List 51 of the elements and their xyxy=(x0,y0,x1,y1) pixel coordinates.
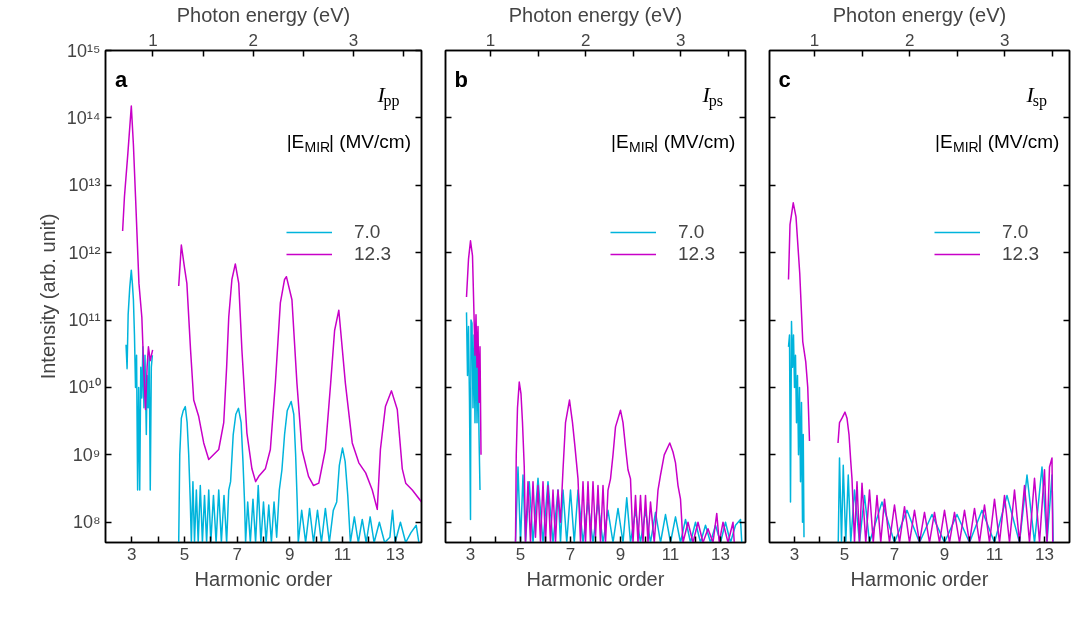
x-axis-title: Harmonic order xyxy=(194,567,333,590)
legend-label: 7.0 xyxy=(1002,221,1030,243)
x-tick-label: 7 xyxy=(565,544,576,564)
legend-label: 12.3 xyxy=(354,243,392,265)
x-tick-label: 11 xyxy=(985,544,1004,564)
x-tick-label: 9 xyxy=(939,544,950,564)
x-tick-label: 13 xyxy=(385,544,405,564)
x2-tick-label: 3 xyxy=(1000,30,1010,50)
x-tick-label: 3 xyxy=(465,544,476,564)
x-tick-label: 5 xyxy=(839,544,850,564)
x-tick-label: 11 xyxy=(333,544,352,564)
x2-axis-title: Photon energy (eV) xyxy=(176,3,351,26)
annotation: b xyxy=(454,67,468,93)
x2-tick-label: 2 xyxy=(580,30,591,50)
x2-axis-title: Photon energy (eV) xyxy=(508,3,683,26)
x2-tick-label: 2 xyxy=(248,30,258,50)
x2-tick-label: 3 xyxy=(348,30,359,50)
x2-tick-label: 3 xyxy=(676,30,686,50)
x-tick-label: 3 xyxy=(789,544,800,564)
x-tick-label: 7 xyxy=(232,544,242,564)
annotation: a xyxy=(114,67,128,93)
x2-tick-label: 2 xyxy=(904,30,915,50)
legend-label: 12.3 xyxy=(1002,243,1040,265)
y-tick-label: 10⁹ xyxy=(72,444,101,465)
y-tick-label: 10¹⁰ xyxy=(68,377,101,398)
x2-tick-label: 1 xyxy=(809,30,820,50)
y-tick-label: 10⁸ xyxy=(72,512,101,533)
y-tick-label: 10¹⁴ xyxy=(66,107,101,128)
legend-label: 7.0 xyxy=(678,221,706,243)
y-tick-label: 10¹³ xyxy=(68,175,101,196)
y-axis-title: Intensity (arb. unit) xyxy=(36,213,59,380)
x-tick-label: 5 xyxy=(515,544,526,564)
x2-tick-label: 1 xyxy=(485,30,496,50)
y-tick-label: 10¹² xyxy=(68,242,101,263)
x-tick-label: 3 xyxy=(127,544,137,564)
y-tick-label: 10¹⁵ xyxy=(67,40,101,61)
x-tick-label: 11 xyxy=(661,544,680,564)
annotation: c xyxy=(778,67,791,93)
x-tick-label: 9 xyxy=(615,544,626,564)
x-axis-title: Harmonic order xyxy=(526,567,665,590)
x-tick-label: 13 xyxy=(1035,544,1054,564)
y-tick-label: 10¹¹ xyxy=(68,310,101,331)
x-tick-label: 13 xyxy=(711,544,730,564)
x-axis-title: Harmonic order xyxy=(850,567,989,590)
x-tick-label: 9 xyxy=(285,544,295,564)
x-tick-label: 7 xyxy=(889,544,900,564)
x2-axis-title: Photon energy (eV) xyxy=(832,3,1007,26)
x2-tick-label: 1 xyxy=(148,30,158,50)
x-tick-label: 5 xyxy=(179,544,190,564)
legend-label: 7.0 xyxy=(354,221,382,243)
legend-label: 12.3 xyxy=(678,243,716,265)
